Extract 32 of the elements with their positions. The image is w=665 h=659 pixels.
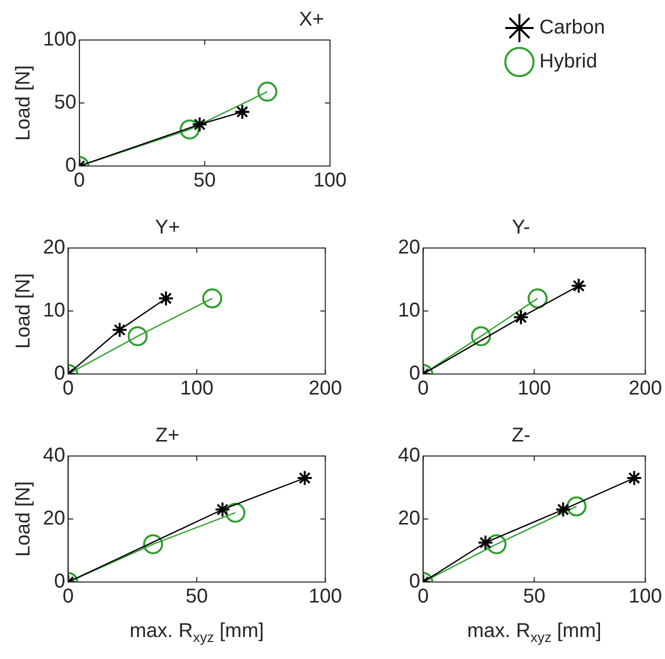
y-tick-label: 20	[398, 236, 420, 259]
x-tick-label: 200	[628, 378, 662, 400]
x-axis-title: max. R$_{xyz}$ [mm]	[130, 620, 264, 645]
x-tick-label: 100	[180, 378, 214, 400]
chart-title: X+	[298, 8, 324, 31]
x-axis-title: max. R$_{xyz}$ [mm]	[467, 620, 602, 645]
y-axis-title: Load [N]	[12, 481, 35, 557]
x-tick-label: 100	[308, 586, 342, 608]
chart-title: Y+	[154, 216, 180, 239]
legend-label: Carbon	[539, 16, 606, 39]
y-axis-title: Load [N]	[12, 273, 35, 349]
y-tick-label: 20	[42, 236, 66, 259]
x-tick-label: 100	[518, 378, 551, 400]
x-tick-label: 100	[313, 170, 347, 192]
chart-title: Y-	[512, 216, 530, 239]
x-tick-label: 50	[523, 586, 546, 608]
x-tick-label: 50	[194, 170, 216, 192]
y-tick-label: 100	[42, 28, 76, 51]
y-tick-label: 50	[54, 92, 76, 114]
y-tick-label: 40	[42, 444, 66, 467]
y-axis-title: Load [N]	[12, 65, 35, 141]
legend-label: Hybrid	[539, 50, 598, 73]
chart-title: Z-	[512, 424, 530, 447]
y-tick-label: 20	[398, 508, 420, 530]
y-tick-label: 10	[398, 300, 420, 322]
y-tick-label: 40	[398, 444, 420, 467]
chart-title: Z+	[156, 424, 180, 447]
y-tick-label: 20	[42, 508, 66, 530]
x-tick-label: 100	[628, 586, 662, 608]
x-tick-label: 200	[308, 378, 342, 400]
x-tick-label: 50	[186, 586, 208, 608]
y-tick-label: 10	[42, 300, 66, 322]
